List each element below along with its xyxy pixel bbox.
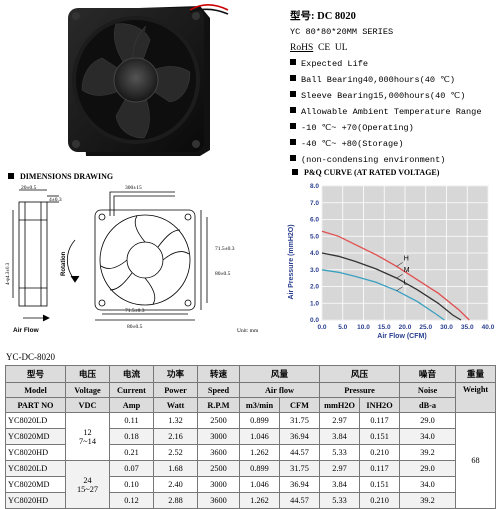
y-tick-label: 4.0 [310, 250, 319, 257]
th-unit-inh2o: INH2O [359, 397, 401, 413]
series-label-L: L [404, 280, 408, 287]
dim-4h: 4-φ4.3±0.3 [6, 262, 11, 285]
table-row: YC8020MD 0.10 2.40 3000 1.046 36.94 3.84… [5, 476, 496, 493]
th-model-cn: 型号 [5, 365, 66, 383]
th-noise-cn: 噪音 [399, 365, 457, 383]
x-tick-label: 35.0 [461, 324, 474, 331]
x-tick-label: 10.0 [357, 324, 370, 331]
x-tick-label: 0.0 [317, 324, 326, 331]
series-leader [396, 286, 403, 291]
spec-box: 型号: DC 8020 YC 80*80*20MM SERIES RoHS CE… [284, 5, 496, 165]
pq-chart: 0.0 5.0 10.0 15.0 20.0 25.0 30.0 35.0 40.0 0.0 1.0… [288, 183, 495, 340]
th-speed-cn: 转速 [197, 365, 240, 383]
th-model-en: Model [5, 382, 66, 398]
th-unit-m3: m3/min [239, 397, 280, 413]
th-unit-watt: Watt [153, 397, 198, 413]
x-tick-label: 25.0 [419, 324, 432, 331]
dimensions-header: DIMENSIONS DRAWING [8, 172, 113, 181]
th-airflow-en: Air flow [238, 382, 321, 398]
y-tick-label: 2.0 [310, 284, 319, 291]
spec-table: 型号 电压 电流 功率 转速 风量 风压 噪音 重量 Model Voltage… [5, 365, 497, 509]
pq-xlabel: Air Flow (CFM) [377, 333, 426, 340]
th-current-cn: 电流 [109, 365, 154, 383]
th-unit-vdc: VDC [65, 397, 110, 413]
th-unit-mmh2o: mmH2O [319, 397, 361, 413]
certifications: RoHS CE UL [290, 43, 348, 53]
y-tick-label: 1.0 [310, 300, 319, 307]
sleeve-bearing-life: Sleeve Bearing15,000hours(40 ℃) [290, 91, 465, 101]
th-unit-partno: PART NO [5, 397, 66, 413]
airflow-label: Air Flow [13, 327, 40, 334]
series-leader [396, 262, 403, 267]
th-unit-cfm: CFM [278, 397, 321, 413]
y-tick-label: 5.0 [310, 233, 319, 240]
x-tick-label: 30.0 [440, 324, 453, 331]
th-weight-en: Weight [455, 382, 497, 413]
dimensions-drawing: 20±0.5 4±0.3 4-φ4.3±0.3 Air Flow 300±15 … [6, 185, 259, 334]
ball-bearing-life: Ball Bearing40,000hours(40 ℃) [290, 75, 455, 85]
rotation-label: Rotation [61, 251, 67, 276]
th-voltage-en: Voltage [65, 382, 110, 398]
voltage-group-24: 24 15~27 [65, 460, 110, 509]
pq-series-L [321, 269, 445, 321]
th-weight-cn: 重量 [455, 365, 497, 383]
th-power-cn: 功率 [153, 365, 198, 383]
x-tick-label: 20.0 [399, 324, 412, 331]
series-label-M: M [404, 267, 410, 274]
dim-20: 20±0.5 [21, 185, 37, 191]
operating-temp: -10 ℃~ +70(Operating) [290, 123, 414, 133]
dim-715-v: 71.5±0.3 [215, 246, 235, 252]
th-unit-amp: Amp [109, 397, 154, 413]
ul-label: UL [334, 43, 348, 53]
th-unit-rpm: R.P.M [197, 397, 240, 413]
th-power-en: Power [153, 382, 198, 398]
dim-715: 71.5±0.3 [125, 308, 145, 314]
th-noise-en: Noise [399, 382, 457, 398]
x-tick-label: 5.0 [338, 324, 347, 331]
th-unit-dba: dB-a [399, 397, 457, 413]
dim-80-v: 80±0.5 [215, 271, 231, 277]
storage-temp: -40 ℃~ +80(Storage) [290, 139, 403, 149]
non-condensing: (non-condensing environment) [290, 155, 445, 165]
size-line: YC 80*80*20MM SERIES [290, 27, 394, 37]
dim-80: 80±0.5 [127, 324, 143, 330]
th-pressure-en: Pressure [319, 382, 401, 398]
model-title: 型号: DC 8020 [290, 11, 356, 22]
expected-life: Expected Life [290, 59, 368, 69]
th-speed-en: Speed [197, 382, 240, 398]
table-row: YC8020LD 12 7~14 0.11 1.32 2500 0.899 31.… [5, 412, 497, 509]
pq-header: P&Q CURVE (AT RATED VOLTAGE) [292, 168, 439, 177]
y-tick-label: 7.0 [310, 200, 319, 207]
th-airflow-cn: 风量 [238, 365, 321, 383]
unit-label: Unit: mm [237, 328, 259, 334]
voltage-group-12: 12 7~14 [65, 412, 110, 461]
table-caption: YC-DC-8020 [6, 352, 55, 362]
x-tick-label: 15.0 [378, 324, 391, 331]
x-tick-label: 40.0 [482, 324, 495, 331]
weight-cell: 68 [455, 412, 497, 509]
table-row: YC8020LD 24 15~27 0.07 1.68 2500 0.899 31… [5, 460, 496, 509]
th-current-en: Current [109, 382, 154, 398]
rohs-label: RoHS [290, 43, 314, 53]
y-tick-label: 6.0 [310, 217, 319, 224]
ambient-temp: Allowable Ambient Temperature Range [290, 107, 482, 117]
fan-photo [68, 3, 229, 156]
dim-4: 4±0.3 [49, 197, 62, 203]
ce-label: CE [317, 43, 331, 53]
y-tick-label: 0.0 [310, 317, 319, 324]
table-row: YC8020MD 0.18 2.16 3000 1.046 36.94 3.84… [5, 428, 496, 445]
dim-300: 300±15 [125, 185, 142, 191]
y-tick-label: 8.0 [310, 183, 319, 190]
y-tick-label: 3.0 [310, 267, 319, 274]
series-label-H: H [404, 255, 409, 262]
pq-ylabel: Air Pressure (mmH2O) [288, 224, 295, 299]
th-pressure-cn: 风压 [319, 365, 401, 383]
series-leader [396, 273, 403, 279]
th-voltage-cn: 电压 [65, 365, 110, 383]
